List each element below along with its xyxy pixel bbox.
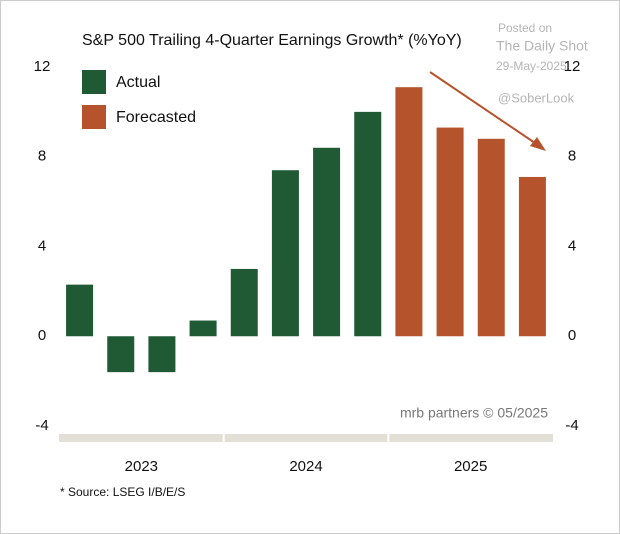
bar bbox=[271, 170, 299, 337]
bar bbox=[313, 147, 341, 337]
credit: mrb partners © 05/2025 bbox=[400, 405, 548, 421]
bar bbox=[477, 138, 505, 337]
bar bbox=[518, 176, 546, 337]
y2-tick-label: 8 bbox=[568, 148, 576, 165]
legend-swatch bbox=[82, 105, 106, 129]
chart-title: S&P 500 Trailing 4-Quarter Earnings Grow… bbox=[82, 32, 462, 49]
year-label: 2023 bbox=[125, 458, 158, 475]
watermark: @SoberLook bbox=[498, 90, 575, 105]
bar bbox=[148, 336, 176, 373]
bar bbox=[189, 320, 217, 337]
y2-tick-label: -4 bbox=[565, 417, 578, 434]
y2-tick-label: 0 bbox=[568, 327, 576, 344]
bar bbox=[436, 127, 464, 337]
source-note: * Source: LSEG I/B/E/S bbox=[60, 485, 185, 499]
trend-arrow bbox=[429, 71, 539, 146]
y-tick-label: 12 bbox=[34, 58, 51, 75]
legend-label: Forecasted bbox=[116, 109, 196, 126]
bar bbox=[395, 87, 423, 337]
bar bbox=[230, 268, 258, 337]
bar bbox=[107, 336, 135, 373]
arrow-head bbox=[530, 137, 546, 151]
watermark: 29-May-2025 bbox=[496, 59, 567, 73]
year-label: 2025 bbox=[454, 458, 487, 475]
bar bbox=[66, 284, 94, 337]
y-tick-label: 0 bbox=[38, 327, 46, 344]
legend-swatch bbox=[82, 70, 106, 94]
y-tick-label: 8 bbox=[38, 148, 46, 165]
y-tick-label: -4 bbox=[35, 417, 48, 434]
watermark: Posted on bbox=[498, 21, 552, 35]
year-band bbox=[59, 434, 553, 442]
y2-tick-label: 12 bbox=[564, 58, 581, 75]
y2-tick-label: 4 bbox=[568, 237, 576, 254]
year-label: 2024 bbox=[289, 458, 322, 475]
watermark: The Daily Shot bbox=[496, 38, 588, 54]
y-tick-label: 4 bbox=[38, 237, 46, 254]
legend-label: Actual bbox=[116, 74, 160, 91]
bar bbox=[354, 111, 382, 337]
